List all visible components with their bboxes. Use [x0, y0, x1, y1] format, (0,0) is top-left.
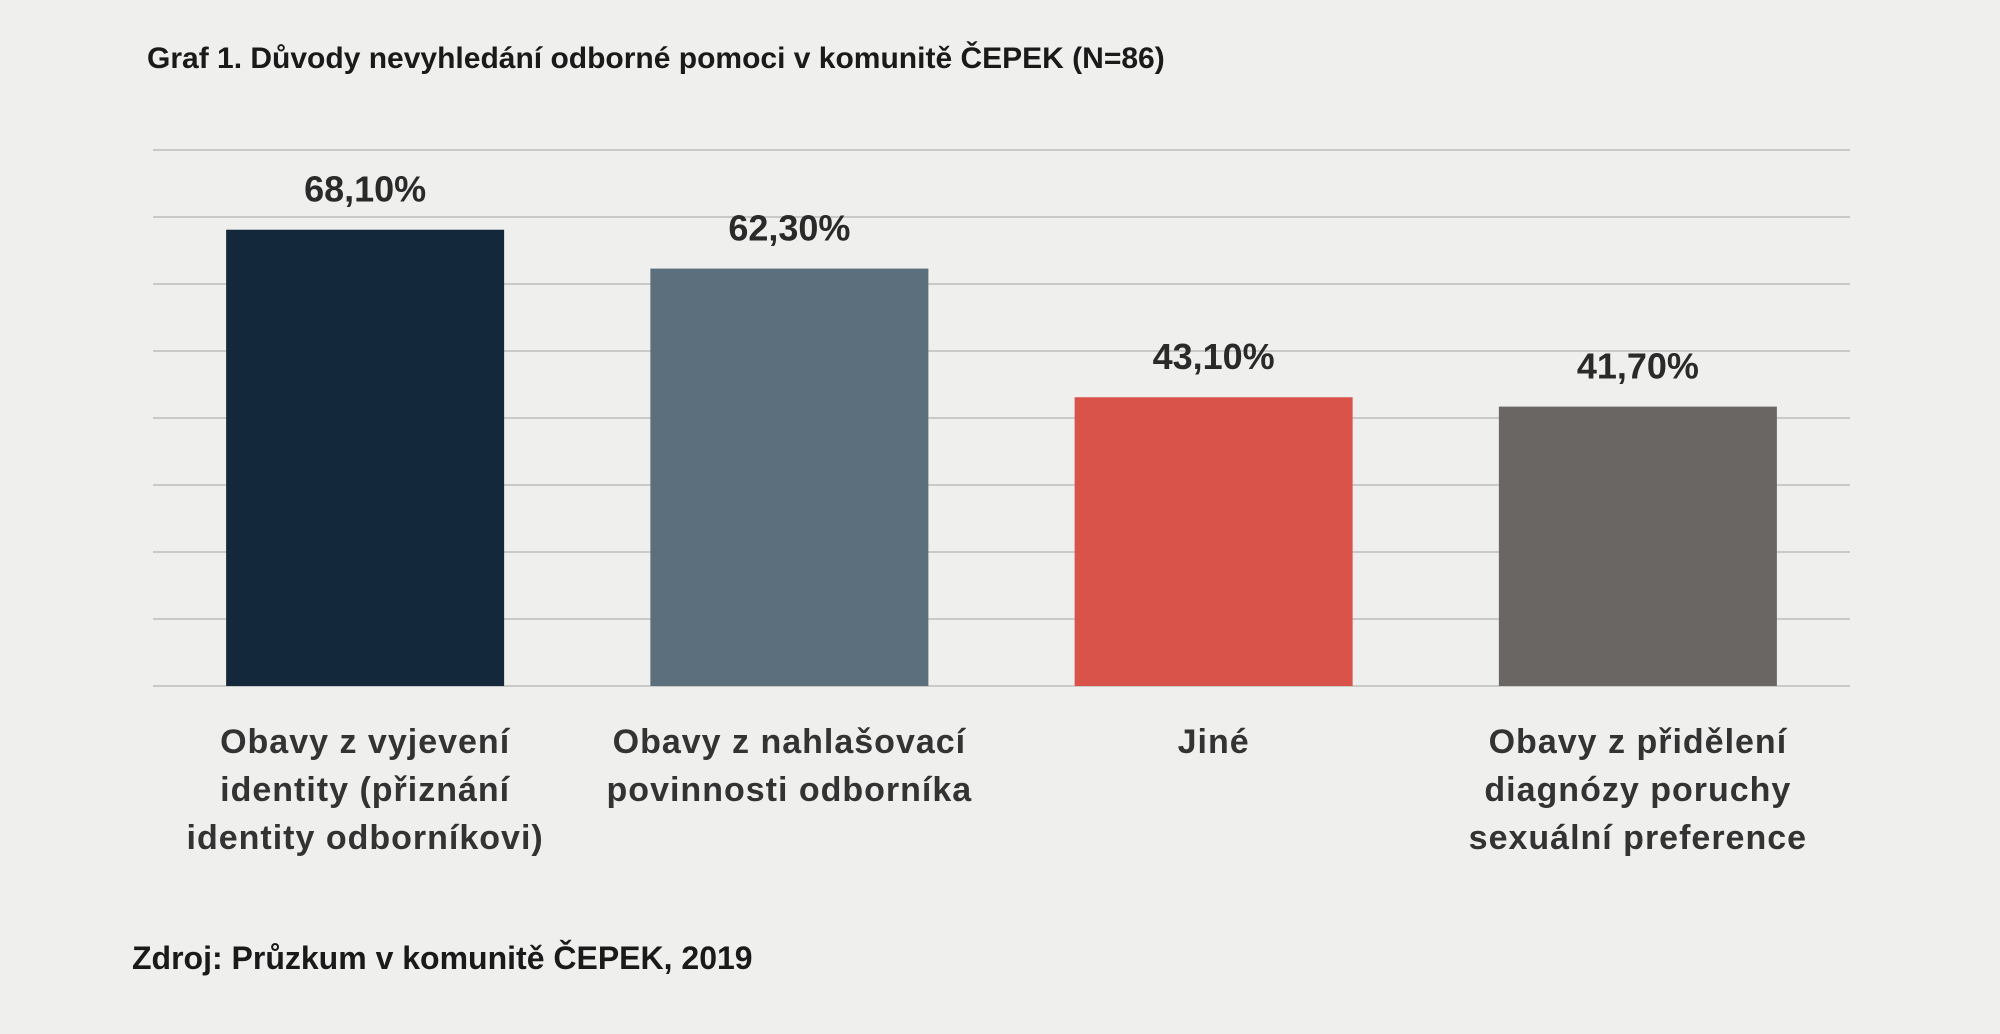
value-label: 41,70% — [1577, 346, 1699, 387]
source-note: Zdroj: Průzkum v komunitě ČEPEK, 2019 — [132, 940, 753, 976]
x-tick-label: Obavy z přidělení diagnózy poruchy sexuá… — [1468, 723, 1808, 857]
x-tick-label: Obavy z nahlašovací povinnosti odborníka — [606, 723, 973, 809]
chart-title: Graf 1. Důvody nevyhledání odborné pomoc… — [147, 42, 1165, 75]
value-label: 43,10% — [1153, 336, 1275, 377]
value-label: 62,30% — [728, 208, 850, 249]
x-tick-label: Obavy z vyjevení identity (přiznání iden… — [186, 723, 544, 857]
bar — [1074, 397, 1353, 686]
value-label: 68,10% — [304, 169, 426, 210]
bar — [226, 229, 505, 687]
x-tick-label: Jiné — [1177, 723, 1250, 761]
bar — [1498, 406, 1777, 686]
bar — [650, 268, 929, 686]
